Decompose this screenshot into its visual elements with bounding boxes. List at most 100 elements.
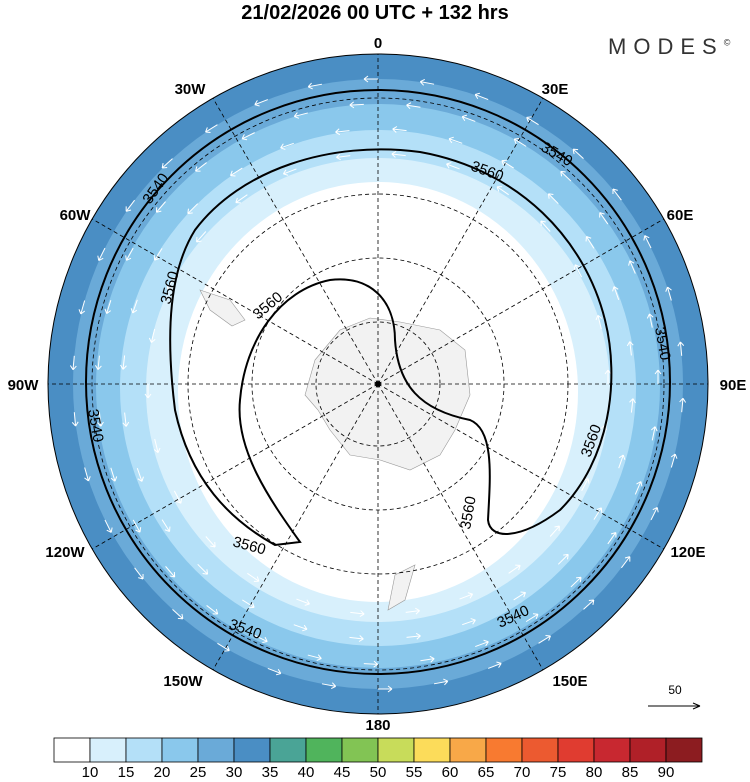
wind-arrow bbox=[148, 328, 156, 343]
wind-arrow bbox=[547, 193, 559, 205]
meridian-line bbox=[212, 98, 379, 385]
wind-arrow bbox=[71, 412, 79, 427]
wind-arrow bbox=[166, 276, 175, 290]
wind-arrow bbox=[84, 467, 91, 482]
wind-arrow bbox=[651, 426, 658, 441]
wind-arrow bbox=[607, 531, 617, 545]
wind-arrow bbox=[280, 142, 294, 150]
logo-mark: © bbox=[723, 37, 731, 48]
meridian-line bbox=[212, 383, 379, 670]
wind-arrow bbox=[501, 159, 514, 169]
colorbar-label: 45 bbox=[333, 764, 351, 781]
wind-arrow bbox=[654, 369, 662, 384]
wind-arrow bbox=[595, 314, 603, 330]
wind-arrow bbox=[487, 661, 502, 669]
lon-label: 0 bbox=[374, 35, 382, 52]
wind-arrow bbox=[125, 199, 136, 212]
wind-arrow bbox=[525, 613, 539, 623]
wind-arrow bbox=[78, 300, 86, 315]
colorbar-swatch bbox=[269, 737, 307, 763]
wind-arrow bbox=[293, 624, 308, 632]
wind-arrow bbox=[349, 101, 364, 109]
wind-arrow bbox=[540, 220, 551, 232]
wind-arrow bbox=[187, 203, 199, 215]
wind-arrow bbox=[155, 201, 166, 213]
wind-arrow bbox=[513, 591, 526, 601]
colorbar-swatch bbox=[341, 737, 379, 763]
wind-arrow bbox=[125, 247, 134, 261]
wind-arrow bbox=[593, 507, 603, 520]
wind-arrow bbox=[679, 397, 687, 413]
wind-arrow bbox=[513, 138, 527, 147]
wind-arrow bbox=[677, 341, 685, 356]
colorbar-label: 10 bbox=[81, 764, 99, 781]
contour-3540 bbox=[85, 89, 671, 675]
wind-arrow bbox=[296, 598, 310, 606]
wind-arrow bbox=[153, 248, 163, 261]
wind-arrow bbox=[206, 605, 219, 615]
wind-arrow bbox=[267, 667, 282, 676]
wind-arrow bbox=[599, 212, 609, 225]
colorbar-swatch bbox=[593, 737, 631, 763]
wind-arrow bbox=[241, 132, 255, 141]
wind-arrow bbox=[110, 467, 118, 482]
meridian-line bbox=[377, 383, 664, 550]
vector-reference-label: 50 bbox=[668, 683, 682, 697]
lon-label: 30W bbox=[175, 81, 207, 98]
wind-arrow bbox=[583, 599, 595, 610]
wind-arrow bbox=[646, 313, 654, 328]
wind-arrow bbox=[293, 112, 308, 119]
wind-arrow bbox=[459, 592, 474, 600]
wind-arrow bbox=[247, 572, 260, 582]
colorbar-label: 55 bbox=[405, 764, 423, 781]
logo-text: MODES bbox=[608, 34, 724, 59]
wind-arrow bbox=[97, 412, 104, 427]
colorbar-swatch bbox=[377, 737, 415, 763]
wind-arrow bbox=[122, 412, 130, 427]
colorbar-label: 70 bbox=[513, 764, 531, 781]
wind-arrow bbox=[321, 682, 337, 690]
wind-arrow bbox=[419, 78, 435, 86]
wind-arrow bbox=[474, 92, 489, 101]
wind-arrow bbox=[560, 170, 572, 182]
wind-arrow bbox=[196, 231, 207, 243]
wind-arrow bbox=[461, 114, 476, 122]
wind-arrow bbox=[120, 355, 127, 370]
colorbar-swatch bbox=[413, 737, 451, 763]
wind-arrow bbox=[235, 194, 248, 204]
wind-arrow bbox=[161, 519, 171, 532]
wind-arrow bbox=[153, 438, 161, 454]
colorbar-swatch bbox=[197, 737, 235, 763]
wind-arrow bbox=[205, 536, 216, 548]
wind-arrow bbox=[349, 635, 364, 642]
colorbar-swatch bbox=[521, 737, 559, 763]
wind-arrow bbox=[282, 168, 297, 176]
lon-label: 150W bbox=[163, 673, 203, 690]
lon-label: 90E bbox=[720, 377, 747, 394]
wind-arrow bbox=[496, 186, 509, 196]
wind-arrow bbox=[144, 384, 152, 399]
meridian-line bbox=[377, 383, 544, 670]
colorbar-swatch bbox=[161, 737, 199, 763]
colorbar-label: 20 bbox=[153, 764, 171, 781]
wind-arrow bbox=[378, 685, 393, 693]
wind-vectors bbox=[69, 75, 687, 693]
lon-label: 30E bbox=[542, 81, 569, 98]
wind-arrow bbox=[392, 126, 407, 133]
antarctica-landmass bbox=[199, 289, 471, 611]
wind-arrow bbox=[526, 116, 539, 126]
lon-label: 120W bbox=[45, 544, 85, 561]
wind-arrow bbox=[612, 286, 620, 300]
wind-arrow bbox=[538, 635, 551, 644]
wind-arrow bbox=[612, 188, 622, 201]
wind-arrow bbox=[549, 525, 560, 537]
lon-label: 60E bbox=[667, 207, 694, 224]
colorbar-label: 65 bbox=[477, 764, 495, 781]
colorbar-label: 50 bbox=[369, 764, 387, 781]
meridian-line bbox=[92, 218, 379, 385]
graticule bbox=[48, 54, 708, 714]
wind-arrow bbox=[195, 162, 207, 172]
wind-arrow bbox=[573, 264, 583, 278]
lon-label: 60W bbox=[60, 207, 92, 224]
meridian-line bbox=[377, 98, 544, 385]
